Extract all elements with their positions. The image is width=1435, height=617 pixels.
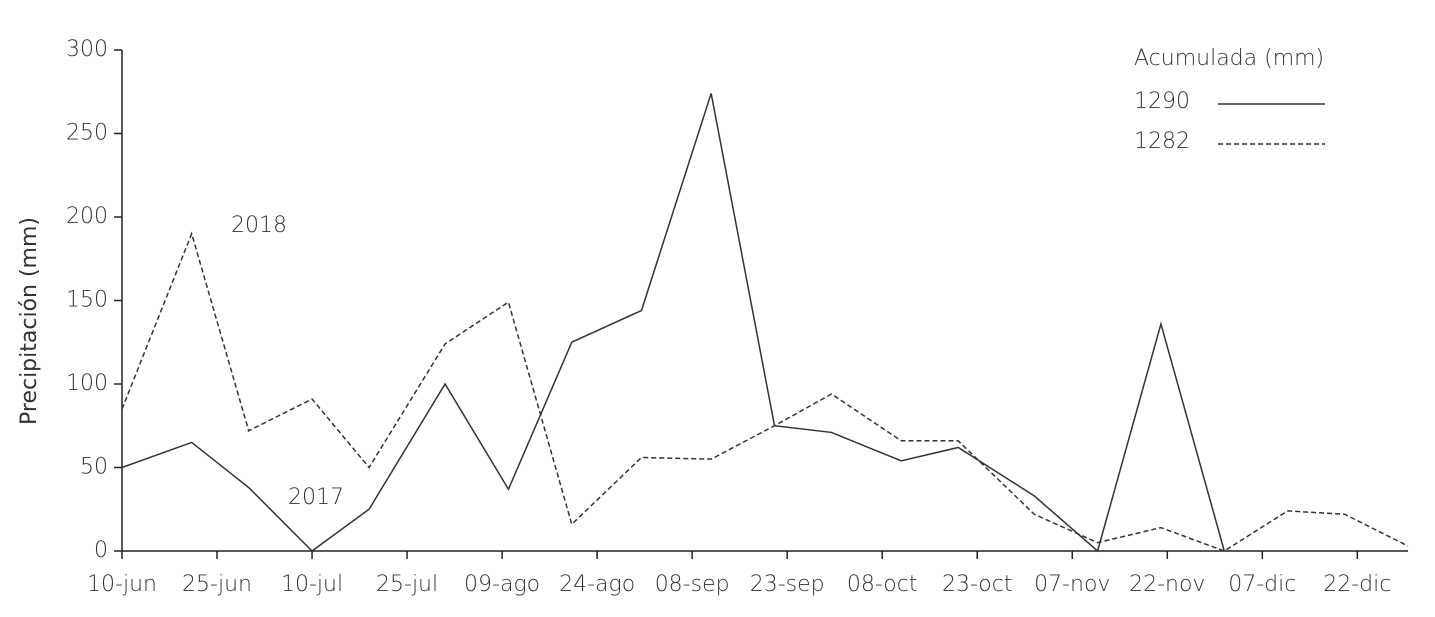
series-line xyxy=(121,231,1409,552)
y-tick-label: 250 xyxy=(66,121,108,146)
series-line xyxy=(121,93,1226,553)
series-label: 2018 xyxy=(231,213,287,238)
series-label: 2017 xyxy=(288,485,344,510)
legend-label: 1282 xyxy=(1134,129,1190,154)
x-tick-label: 24-ago xyxy=(559,572,635,597)
x-tick-label: 25-jun xyxy=(182,572,252,597)
x-tick-label: 10-jul xyxy=(281,572,343,597)
x-tick-label: 07-nov xyxy=(1034,572,1110,597)
x-tick-label: 07-dic xyxy=(1228,572,1296,597)
y-tick-label: 300 xyxy=(66,37,108,62)
x-tick-label: 22-nov xyxy=(1129,572,1205,597)
x-tick-label: 09-ago xyxy=(464,572,540,597)
y-tick-label: 150 xyxy=(66,288,108,313)
x-tick-label: 08-oct xyxy=(847,572,918,597)
y-tick-label: 0 xyxy=(94,538,108,563)
x-tick-label: 25-jul xyxy=(376,572,438,597)
x-tick-label: 10-jun xyxy=(87,572,157,597)
x-tick-label: 23-oct xyxy=(942,572,1013,597)
y-tick-label: 50 xyxy=(80,455,108,480)
legend-label: 1290 xyxy=(1134,89,1190,114)
x-tick-label: 22-dic xyxy=(1323,572,1391,597)
y-tick-label: 100 xyxy=(66,371,108,396)
y-axis-label: Precipitación (mm) xyxy=(17,217,42,425)
x-tick-label: 08-sep xyxy=(655,572,730,597)
x-tick-label: 23-sep xyxy=(750,572,825,597)
y-tick-label: 200 xyxy=(66,204,108,229)
legend-title: Acumulada (mm) xyxy=(1134,46,1324,71)
